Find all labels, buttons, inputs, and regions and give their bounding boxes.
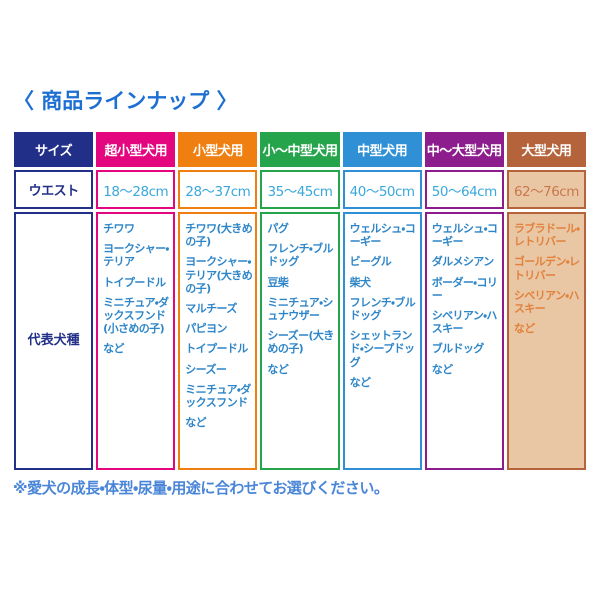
breed-item: ミニチュア・ダックスフンド(小さめの子) (103, 295, 169, 336)
breed-item: ヨークシャー・テリア (103, 242, 169, 269)
breed-item: シーズー (185, 362, 227, 376)
breeds-list-xs: チワワヨークシャー・テリアトイプードルミニチュア・ダックスフンド(小さめの子) な… (96, 212, 176, 470)
breed-item: マルチーズ (185, 301, 237, 315)
breeds-list-ml: ウェルシュ・コーギーダルメシアンボーダー・コリー シベリアン・ハスキーブルドッグな… (424, 212, 504, 470)
breed-item: パグ (267, 222, 289, 235)
breed-item: トイプードル (185, 342, 248, 356)
breed-item: など (431, 362, 453, 376)
breed-item: ブルドッグ (431, 342, 485, 356)
waist-value-s: 28〜37cm (178, 170, 258, 209)
breeds-list-s: チワワ(大きめの子) ヨークシャー・テリア(大きめの子) マルチーズパピヨントイプー… (178, 212, 258, 470)
waist-value-sm: 35〜45cm (260, 170, 340, 209)
selection-footnote: ※愛犬の成長・体型・尿量・用途に合わせてお選びください。 (13, 479, 389, 497)
breeds-list-sm: パグフレンチ・ブルドッグ豆柴ミニチュア・シュナウザー シーズー(大きめの子) など (260, 212, 340, 470)
breed-item: ボーダー・コリー (431, 275, 498, 302)
waist-value-l: 62〜76cm (506, 170, 586, 209)
breed-item: など (267, 362, 289, 376)
breed-item: シーズー(大きめの子) (267, 329, 334, 356)
breed-item: など (185, 416, 207, 430)
breed-item: フレンチ・ブルドッグ (267, 242, 333, 269)
breed-item: チワワ (103, 222, 135, 235)
breed-item: 豆柴 (267, 275, 289, 289)
breed-item: シェットランド・シープドッグ (349, 329, 415, 369)
breed-item: トイプードル (103, 275, 166, 289)
header-col-ml: 中〜大型犬用 (424, 132, 504, 167)
breed-item: 柴犬 (349, 275, 371, 289)
breed-item: ウェルシュ・コーギー (431, 222, 498, 249)
waist-row-label: ウエスト (14, 170, 94, 209)
waist-value-ml: 50〜64cm (424, 170, 504, 209)
breed-item: ヨークシャー・テリア(大きめの子) (185, 255, 253, 295)
header-col-l: 大型犬用 (506, 132, 586, 167)
header-col-m: 中型犬用 (342, 132, 422, 167)
breed-item: シベリアン・ハスキー (431, 308, 498, 336)
breed-item: フレンチ・ブルドッグ (349, 295, 416, 322)
header-size-label: サイズ (14, 132, 94, 167)
breed-item: ミニチュア・ダックスフンド (185, 382, 251, 409)
breed-item: シベリアン・ハスキー (513, 288, 580, 315)
breed-item: ゴールデン・レトリバー (513, 255, 580, 282)
product-lineup-table: サイズ 超小型犬用 小型犬用 小〜中型犬用 中型犬用 中〜大型犬用 大型犬用 ウ… (14, 132, 586, 470)
header-col-xs: 超小型犬用 (96, 132, 176, 167)
header-col-s: 小型犬用 (178, 132, 258, 167)
breed-item: ラブラドール・レトリバー (513, 222, 580, 249)
breed-item: ビーグル (349, 255, 392, 269)
breed-item: パピヨン (185, 322, 227, 336)
breed-item: など (513, 322, 535, 336)
breed-item: など (103, 342, 124, 356)
breed-item: など (349, 375, 371, 389)
waist-value-m: 40〜50cm (342, 170, 422, 209)
breed-item: ミニチュア・シュナウザー (267, 295, 333, 322)
breeds-row-label: 代表犬種 (14, 212, 94, 470)
waist-value-xs: 18〜28cm (96, 170, 176, 209)
page-title: 〈 商品ラインナップ 〉 (13, 89, 238, 113)
breeds-list-m: ウェルシュ・コーギービーグル柴犬フレンチ・ブルドッグシェットランド・シープドッグ… (342, 212, 422, 470)
breed-item: ウェルシュ・コーギー (349, 222, 416, 249)
breeds-list-l: ラブラドール・レトリバー ゴールデン・レトリバー シベリアン・ハスキーなど (506, 212, 586, 470)
header-col-sm: 小〜中型犬用 (260, 132, 340, 167)
breed-item: チワワ(大きめの子) (185, 222, 253, 249)
breed-item: ダルメシアン (431, 255, 495, 269)
